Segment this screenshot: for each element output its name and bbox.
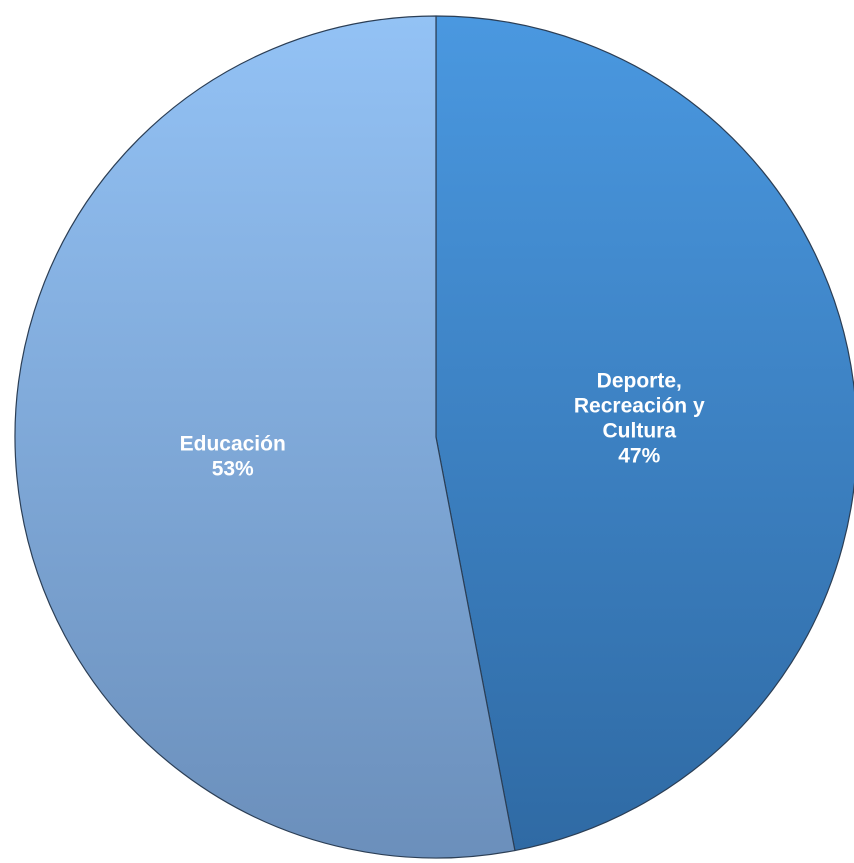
slice-category-label: Deporte,: [597, 369, 682, 392]
slice-value-label: 47%: [618, 444, 660, 467]
slice-category-label: Recreación y: [574, 394, 705, 417]
pie-slice-label-1: Deporte, Recreación y Cultura 47%: [574, 369, 705, 467]
pie-slice-2: [14, 15, 516, 859]
pie-slice-1: [435, 15, 854, 852]
slice-category-label: Cultura: [603, 419, 677, 442]
pie-labels: Deporte, Recreación y Cultura 47% Educación 5…: [180, 369, 705, 480]
pie-slices: [14, 15, 854, 859]
slice-category-label: Educación: [180, 433, 286, 456]
slice-value-label: 53%: [212, 458, 254, 481]
pie-slice-label-2: Educación 53%: [180, 433, 286, 481]
